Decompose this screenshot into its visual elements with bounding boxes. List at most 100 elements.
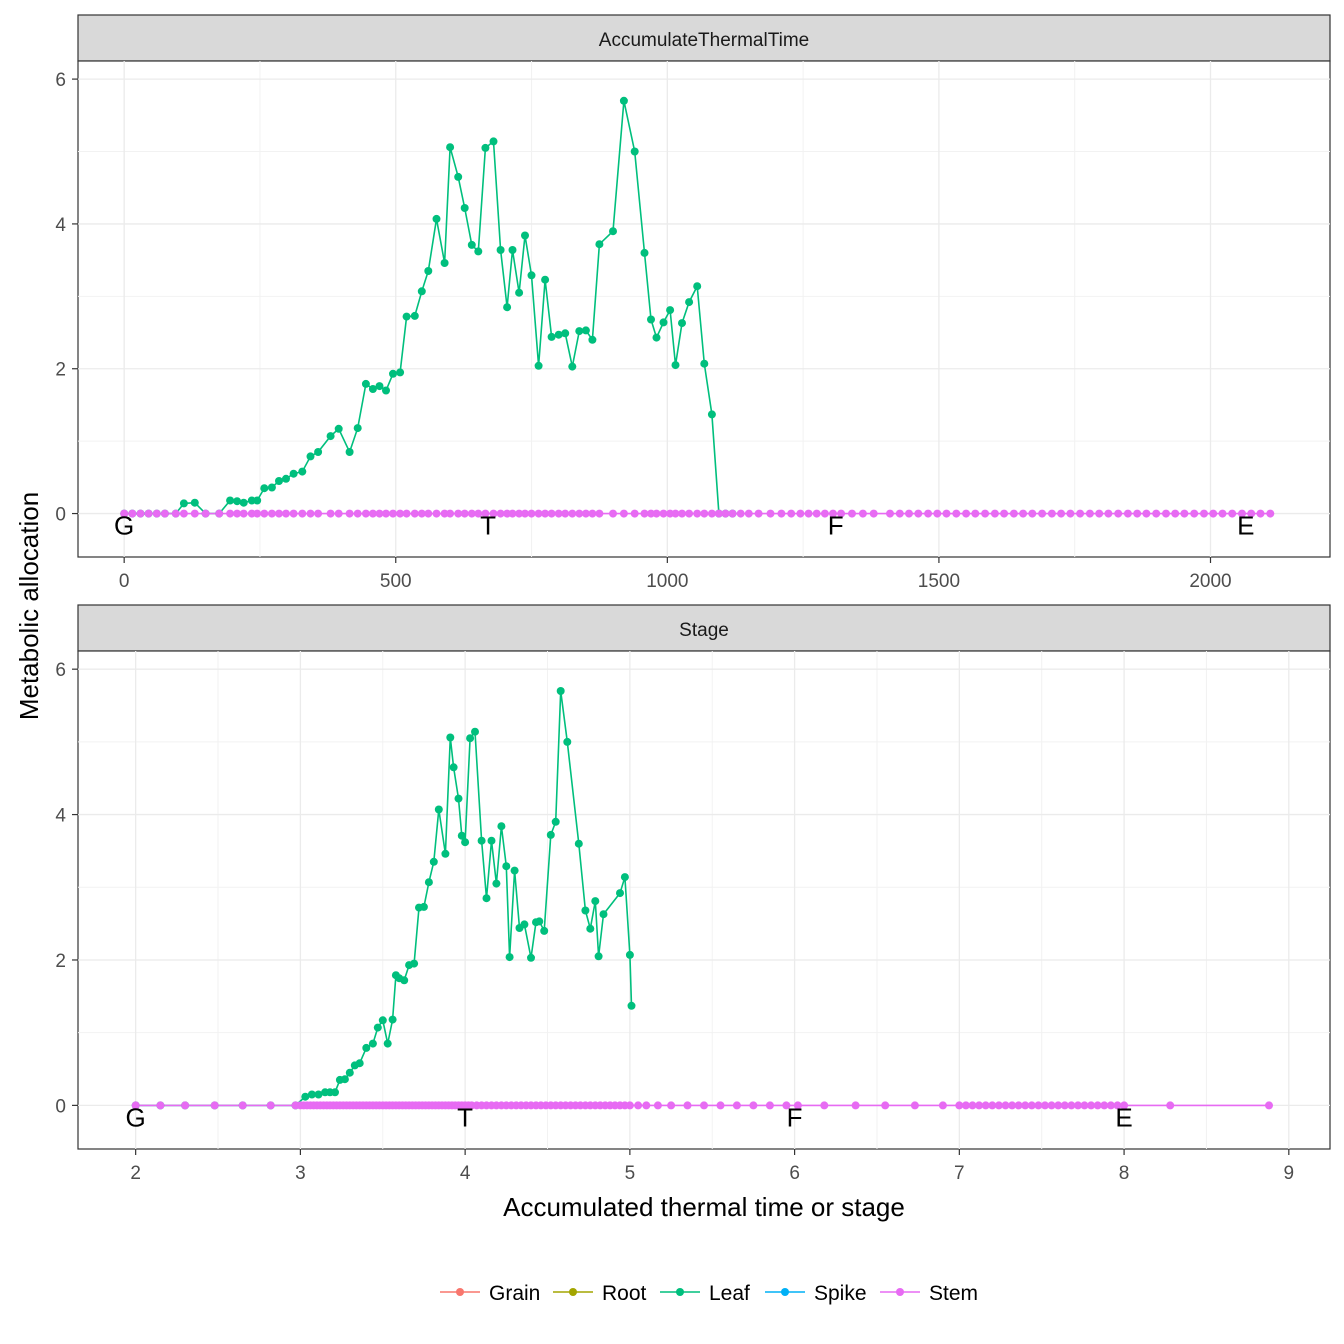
data-point-stem xyxy=(171,509,180,518)
legend-item-stem: Stem xyxy=(880,1282,978,1305)
data-point-leaf xyxy=(446,143,455,152)
data-point-leaf xyxy=(306,452,315,461)
x-tick-label: 4 xyxy=(460,1163,471,1184)
data-point-leaf xyxy=(454,794,463,803)
x-tick-label: 9 xyxy=(1284,1163,1295,1184)
legend-label: Stem xyxy=(929,1282,978,1305)
panel-2-plot-area xyxy=(77,650,1331,1150)
panel-1-series xyxy=(120,96,1275,518)
data-point-leaf xyxy=(496,246,505,254)
data-point-stem xyxy=(1218,509,1227,518)
data-point-stem xyxy=(707,509,716,518)
data-point-leaf xyxy=(591,897,600,906)
data-point-stem xyxy=(334,509,343,518)
data-point-stem xyxy=(851,1101,860,1110)
data-point-stem xyxy=(136,509,145,518)
data-point-stem xyxy=(990,509,999,518)
data-point-leaf xyxy=(446,733,455,742)
data-point-leaf xyxy=(599,910,608,919)
panel-2-strip xyxy=(77,604,1331,652)
data-point-stem xyxy=(1133,509,1142,518)
data-point-leaf xyxy=(396,368,405,377)
data-point-leaf xyxy=(521,231,529,240)
data-point-stem xyxy=(1021,1101,1030,1110)
data-point-stem xyxy=(1247,509,1256,518)
data-point-stem xyxy=(1080,1101,1089,1110)
data-point-leaf xyxy=(510,866,519,875)
data-point-stem xyxy=(652,509,661,518)
data-point-stem xyxy=(933,509,942,518)
data-point-leaf xyxy=(487,836,496,845)
data-point-stem xyxy=(981,1101,990,1110)
data-point-leaf xyxy=(389,369,397,378)
stage-label-g: G xyxy=(114,511,134,541)
data-point-leaf xyxy=(546,830,555,839)
data-point-stem xyxy=(353,509,362,518)
data-point-stem xyxy=(160,509,169,518)
data-point-stem xyxy=(515,509,524,518)
data-point-stem xyxy=(924,509,933,518)
data-point-stem xyxy=(588,509,597,518)
data-point-leaf xyxy=(467,240,476,249)
data-point-leaf xyxy=(314,448,323,456)
data-point-leaf xyxy=(474,247,483,256)
data-point-stem xyxy=(938,1101,947,1110)
data-point-stem xyxy=(489,509,498,518)
data-point-stem xyxy=(156,1101,165,1110)
data-point-stem xyxy=(714,509,723,518)
data-point-stem xyxy=(460,509,469,518)
data-point-leaf xyxy=(190,498,199,507)
data-point-leaf xyxy=(594,952,603,961)
data-point-stem xyxy=(345,509,354,518)
data-point-stem xyxy=(267,509,276,518)
data-point-leaf xyxy=(233,497,242,506)
legend-item-spike: Spike xyxy=(765,1282,867,1305)
data-point-leaf xyxy=(454,172,463,181)
x-tick-label: 1000 xyxy=(646,571,688,592)
data-point-stem xyxy=(647,509,655,518)
legend-label: Root xyxy=(602,1282,647,1305)
data-point-leaf xyxy=(515,288,524,297)
data-point-stem xyxy=(1041,1101,1049,1110)
data-point-leaf xyxy=(541,275,550,284)
data-point-stem xyxy=(1019,509,1028,518)
data-point-leaf xyxy=(373,1023,382,1032)
data-point-stem xyxy=(144,509,153,518)
data-point-leaf xyxy=(481,143,490,152)
data-point-stem xyxy=(1162,509,1170,518)
data-point-stem xyxy=(609,509,617,518)
data-point-stem xyxy=(1166,1101,1175,1110)
data-point-stem xyxy=(282,509,290,518)
data-point-leaf xyxy=(345,448,354,456)
legend-key-point xyxy=(456,1288,464,1296)
legend-label: Grain xyxy=(489,1282,540,1305)
data-point-stem xyxy=(640,509,649,518)
data-point-leaf xyxy=(402,312,411,321)
data-point-stem xyxy=(787,509,796,518)
data-point-stem xyxy=(671,509,680,518)
y-tick-label: 4 xyxy=(55,806,66,827)
data-point-leaf xyxy=(457,831,466,840)
data-point-stem xyxy=(253,509,262,518)
legend-label: Leaf xyxy=(709,1282,750,1305)
data-point-stem xyxy=(732,1101,741,1110)
data-point-stem xyxy=(120,509,129,518)
data-point-stem xyxy=(1093,1101,1102,1110)
data-point-leaf xyxy=(497,822,506,831)
data-point-stem xyxy=(1000,509,1009,518)
data-point-leaf xyxy=(574,839,583,848)
x-tick-label: 0 xyxy=(119,571,130,592)
data-point-stem xyxy=(402,509,411,518)
data-point-stem xyxy=(521,509,529,518)
panel-1-strip-label: AccumulateThermalTime xyxy=(599,30,809,51)
data-point-stem xyxy=(736,509,745,518)
data-point-stem xyxy=(968,1101,977,1110)
x-tick-label: 7 xyxy=(954,1163,965,1184)
x-tick-label: 3 xyxy=(295,1163,306,1184)
data-point-stem xyxy=(659,509,668,518)
data-point-stem xyxy=(829,509,837,518)
data-point-stem xyxy=(1265,1101,1273,1110)
data-point-stem xyxy=(766,509,775,518)
data-point-stem xyxy=(314,509,323,518)
